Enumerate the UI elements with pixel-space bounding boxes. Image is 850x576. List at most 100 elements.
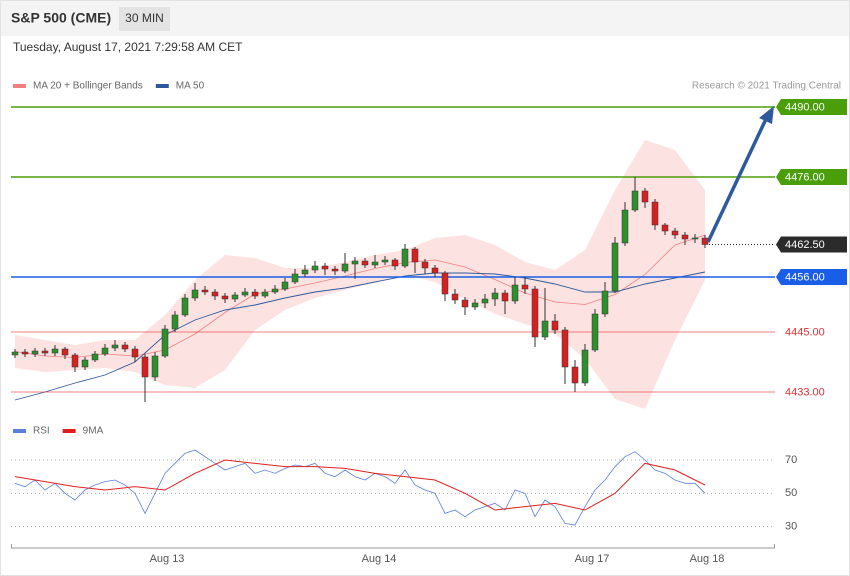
candle-body: [491, 292, 499, 300]
candle-body: [591, 313, 599, 351]
timestamp: Tuesday, August 17, 2021 7:29:58 AM CET: [13, 40, 243, 54]
candle-body: [621, 209, 629, 244]
instrument-title: S&P 500 (CME): [11, 10, 111, 26]
candle-body: [131, 348, 139, 358]
candle-body: [91, 353, 99, 361]
candle-body: [391, 259, 399, 267]
candle-body: [451, 293, 459, 301]
candle-body: [531, 288, 539, 338]
candle-body: [251, 291, 259, 297]
source: Research © 2021 Trading Central: [692, 81, 841, 92]
candle-body: [21, 351, 29, 355]
legend-label: MA 50: [176, 81, 205, 92]
x-tick-label: Aug 13: [150, 553, 185, 565]
arrow-head: [759, 106, 774, 124]
candle-body: [691, 237, 699, 240]
x-tick-label: Aug 14: [362, 553, 397, 565]
candle-body: [681, 234, 689, 240]
legend-label: 9MA: [83, 426, 104, 437]
candle-body: [271, 288, 279, 293]
candle-body: [661, 224, 669, 232]
legend-swatch: [62, 429, 76, 433]
candle-body: [381, 259, 389, 263]
back-layer: [11, 106, 775, 528]
candle-body: [201, 289, 209, 293]
level-label: 4490.00: [785, 101, 825, 113]
candle-body: [71, 354, 79, 368]
candle-body: [361, 260, 369, 266]
candle-body: [161, 328, 169, 357]
candle-body: [561, 329, 569, 368]
candle-body: [101, 347, 109, 355]
candle-body: [641, 190, 649, 203]
x-tick-label: Aug 18: [690, 553, 725, 565]
candle-body: [351, 260, 359, 265]
candle-body: [111, 344, 119, 349]
candle-body: [31, 350, 39, 355]
candle-body: [481, 298, 489, 304]
candle-body: [581, 349, 589, 384]
candle-body: [41, 350, 49, 354]
candle-body: [311, 265, 319, 271]
candle-body: [281, 281, 289, 290]
candle-body: [611, 242, 619, 292]
candle-body: [421, 261, 429, 269]
candle-body: [11, 351, 19, 356]
candle-body: [171, 314, 179, 330]
candle-body: [291, 273, 299, 283]
candle-body: [331, 268, 339, 272]
candle-body: [471, 302, 479, 308]
legend-swatch: [13, 429, 26, 433]
candle-body: [301, 269, 309, 275]
candle-body: [51, 348, 59, 354]
x-tick-label: Aug 17: [575, 553, 610, 565]
candle-body: [221, 295, 229, 300]
candle-body: [241, 291, 249, 296]
level-label: 4445.00: [785, 326, 825, 338]
legend-swatch: [13, 84, 26, 88]
candle-body: [81, 359, 89, 368]
candle-body: [631, 190, 639, 211]
candle-body: [191, 289, 199, 299]
candle-body: [541, 320, 549, 338]
candle-body: [61, 348, 69, 356]
candle-body: [501, 292, 509, 302]
candle-body: [521, 284, 529, 290]
candle-body: [151, 355, 159, 378]
candle-body: [231, 294, 239, 300]
level-label: 4476.00: [785, 171, 825, 183]
candle-body: [371, 261, 379, 266]
level-tag: [776, 169, 847, 185]
last-price-tag: [776, 236, 847, 253]
candle-body: [441, 272, 449, 295]
candle-body: [601, 290, 609, 315]
candle-body: [121, 344, 129, 350]
candle-body: [411, 248, 419, 263]
rsi-line: [14, 449, 706, 526]
main-layer: MA 20 + Bollinger Bands MA 50 4490.00 4476.…: [11, 81, 847, 565]
legend-swatch: [155, 84, 169, 88]
interval[interactable]: 30 MIN: [125, 11, 164, 25]
candle-body: [431, 267, 439, 274]
candle-body: [321, 265, 329, 270]
last-price-label: 4462.50: [785, 239, 825, 251]
candle-body: [341, 263, 349, 272]
forecast-arrow: [706, 118, 768, 243]
candle-body: [401, 248, 409, 267]
level-label: 4456.00: [785, 271, 825, 283]
legend-label: RSI: [33, 426, 50, 437]
legend-label: MA 20 + Bollinger Bands: [33, 81, 143, 92]
candle-body: [651, 201, 659, 226]
candle-body: [671, 230, 679, 236]
level-label: 4433.00: [785, 386, 825, 398]
candle-body: [261, 291, 269, 297]
candle-body: [551, 320, 559, 331]
ma50-line: [14, 271, 706, 401]
interval-box[interactable]: [119, 7, 170, 31]
bollinger-band: [15, 140, 705, 409]
candle-body: [141, 356, 149, 378]
y-tick-label: 70: [785, 454, 797, 466]
candle-body: [571, 366, 579, 384]
